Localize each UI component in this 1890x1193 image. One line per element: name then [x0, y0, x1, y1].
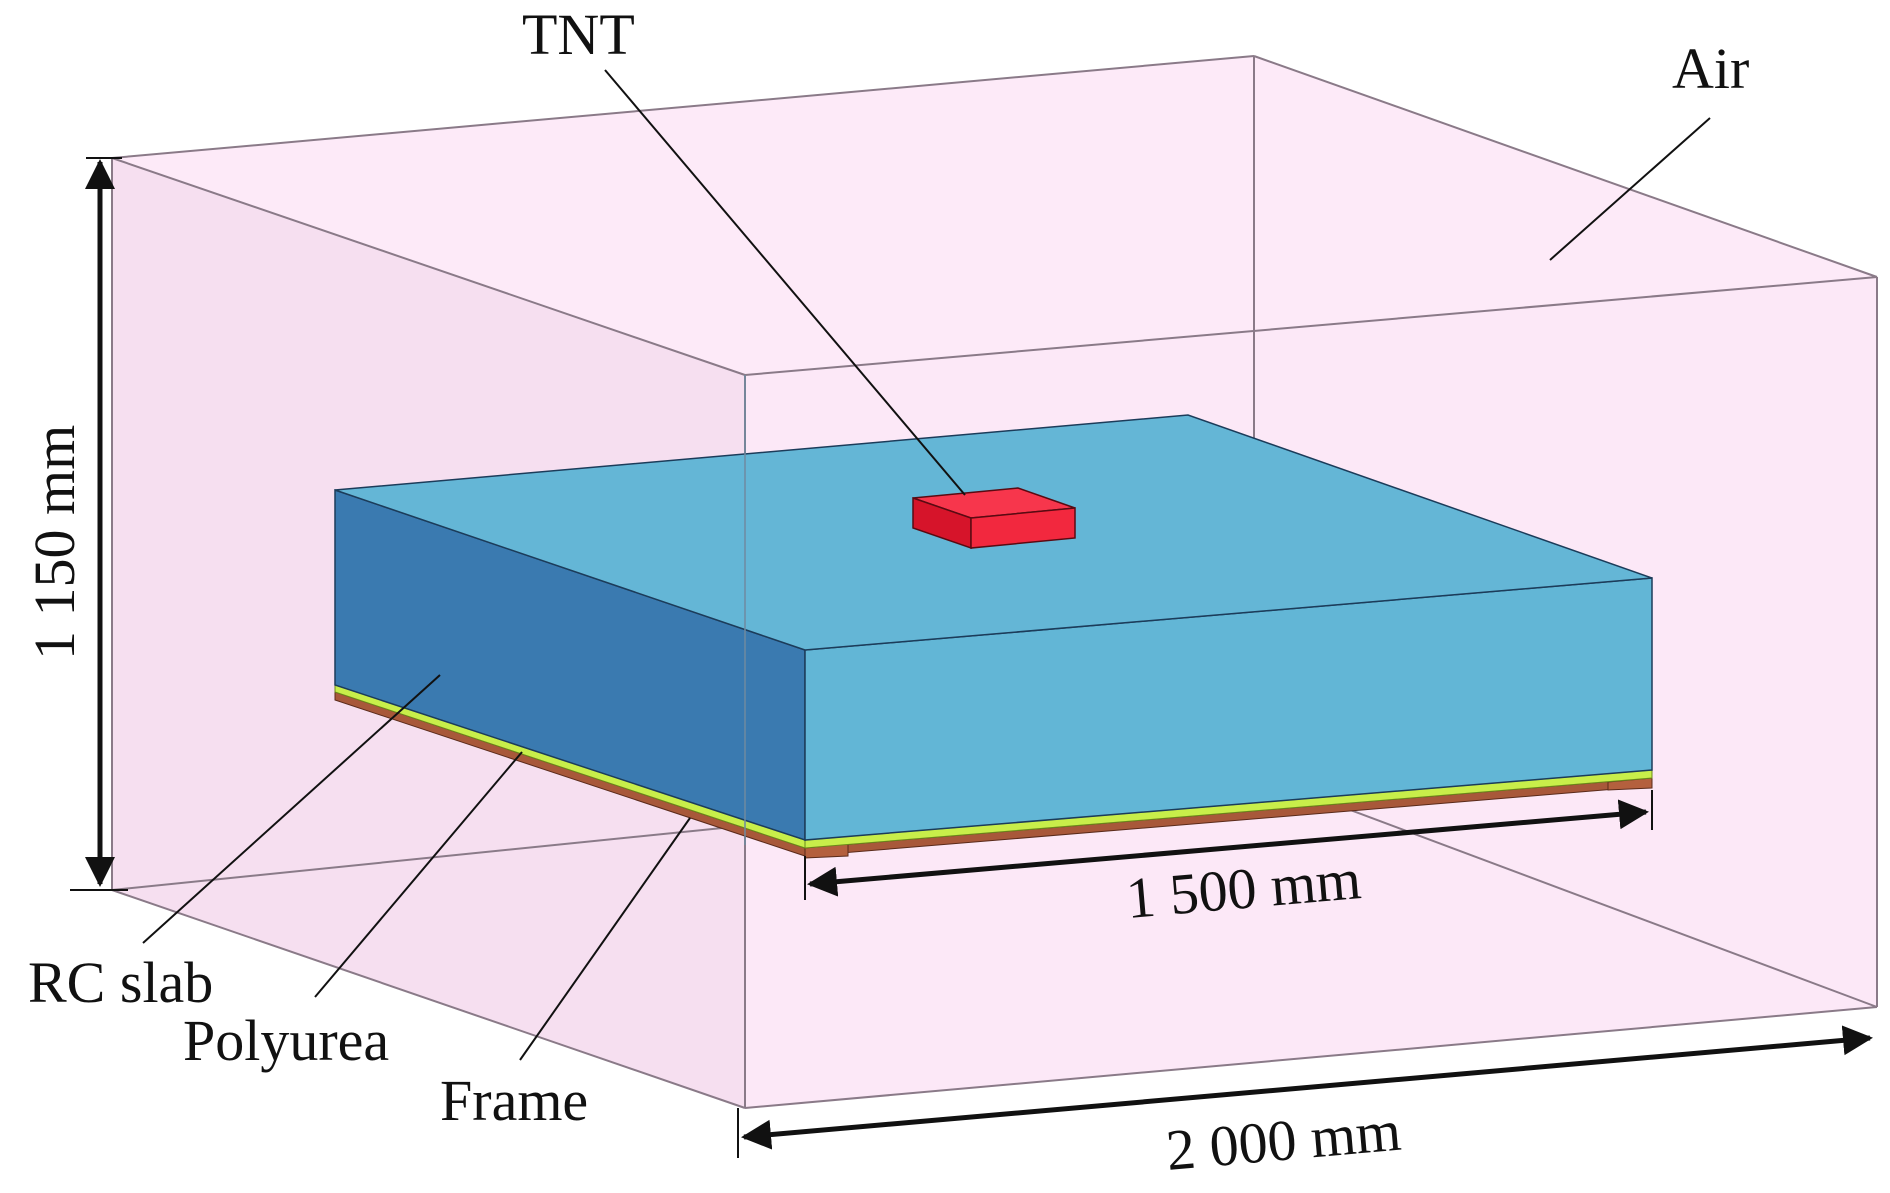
frame-leader-line [519, 817, 691, 1061]
polyurea-label: Polyurea [183, 1008, 389, 1073]
air-edge [744, 276, 1878, 376]
tnt-charge [912, 487, 1076, 550]
height-dimension-label: 1 150 mm [22, 425, 87, 660]
air-leader-line [1549, 117, 1711, 261]
air-top-face [112, 56, 1877, 375]
air-edge [111, 157, 746, 376]
air-label: Air [1672, 36, 1749, 101]
tnt-front-face [970, 507, 1076, 549]
domain-width-dimension-arrow [741, 1025, 1873, 1150]
tnt-leader-line [604, 69, 966, 496]
air-edge [1253, 55, 1878, 278]
air-edge [111, 889, 746, 1109]
domain-width-dimension-label: 2 000 mm [1163, 1098, 1403, 1183]
rc-slab-label: RC slab [28, 950, 213, 1015]
tnt-label: TNT [522, 2, 635, 67]
frame-label: Frame [440, 1068, 588, 1133]
slab-width-dimension-arrow [807, 799, 1649, 897]
polyurea-leader-line [314, 751, 523, 998]
rc-slab-leader-line [142, 674, 441, 944]
air-edge [111, 55, 1255, 159]
